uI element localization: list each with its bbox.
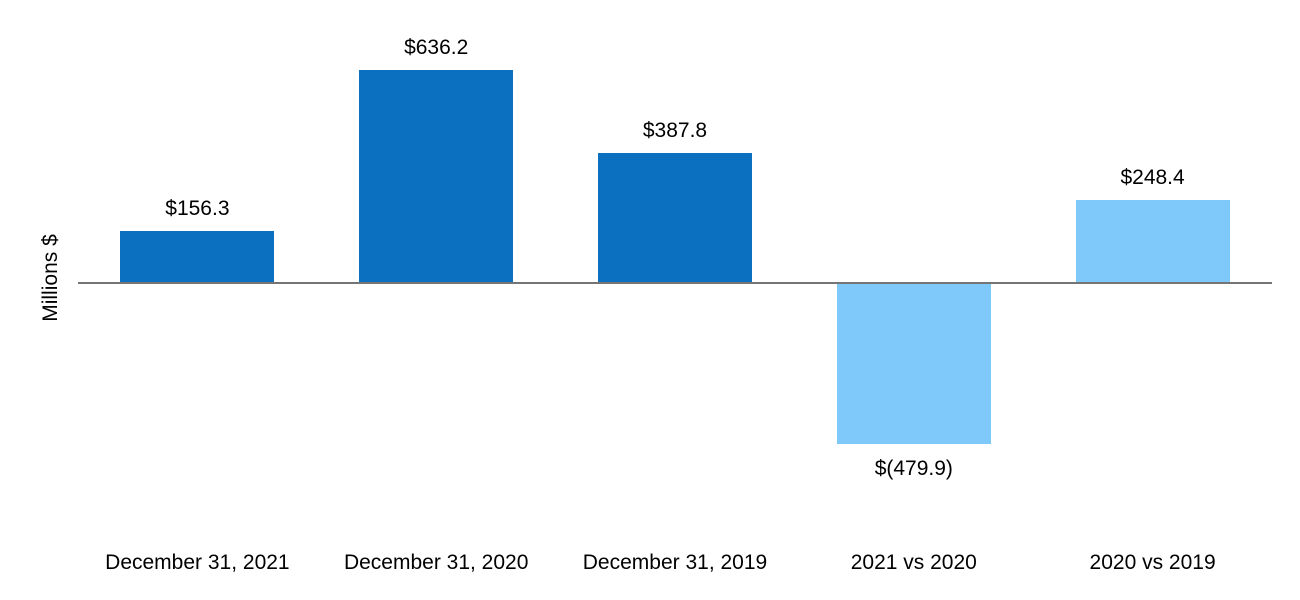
bar-category-label-0: December 31, 2021 bbox=[105, 551, 290, 574]
bar-2 bbox=[598, 153, 752, 283]
bar-category-label-3: 2021 vs 2020 bbox=[850, 551, 977, 574]
bar-value-label-4: $248.4 bbox=[1120, 165, 1185, 189]
bar-category-label-1: December 31, 2020 bbox=[343, 551, 529, 574]
bar-1 bbox=[359, 70, 514, 283]
bar-value-label-2: $387.8 bbox=[642, 119, 708, 143]
bar-4 bbox=[1075, 199, 1230, 283]
bar-3 bbox=[836, 283, 991, 444]
bar-category-label-2: December 31, 2019 bbox=[582, 551, 768, 574]
x-axis-baseline bbox=[78, 282, 1272, 284]
bar-0 bbox=[120, 230, 275, 283]
bar-category-label-4: 2020 vs 2019 bbox=[1089, 551, 1216, 574]
bar-value-label-3: $(479.9) bbox=[874, 456, 953, 480]
y-axis-label: Millions $ bbox=[39, 234, 62, 322]
bar-value-label-1: $636.2 bbox=[404, 36, 469, 59]
bar-value-label-0: $156.3 bbox=[165, 196, 230, 220]
